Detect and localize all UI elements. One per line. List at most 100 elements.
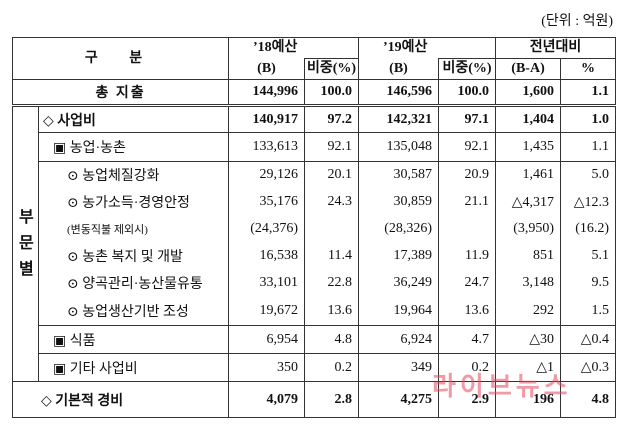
row-label: ⊙ 농촌 복지 및 개발 [37,242,230,270]
value-cell: 1.1 [560,79,617,107]
value-cell: 35,176 [228,188,306,216]
value-cell: 92.1 [304,132,360,162]
value-cell: 1.0 [560,105,617,133]
row-label: ◇ 기본적 경비 [11,381,230,418]
row-label: ⊙ 농가소득·경영안정 [37,188,230,216]
value-cell: 196 [495,381,562,418]
value-cell: 100.0 [304,79,360,107]
value-cell: 4.8 [560,381,617,418]
row-label: ⊙ 농업생산기반 조성 [37,296,230,326]
value-cell: 20.1 [304,161,360,189]
budget-table: 구 분 ’18예산 ’19예산 전년대비 (B) 비중(%) (B) 비중(%)… [11,37,617,418]
value-cell: (28,326) [358,215,440,243]
header-cell: 구 분 [11,37,230,80]
value-cell: 144,996 [228,79,306,107]
header-cell: (B) [228,58,306,80]
table-row: 부문별 ◇ 사업비 140,917 97.2 142,321 97.1 1,404 1.0 [12,105,617,382]
value-cell [304,215,360,243]
value-cell: 6,954 [228,325,306,354]
row-label: (변동직불 제외시) [37,215,230,243]
value-cell: 292 [495,296,562,326]
value-cell: 24.7 [438,269,497,297]
value-cell: 349 [358,353,440,382]
value-cell: 36,249 [358,269,440,297]
table-row: ▣ 농업·농촌 133,613 92.1 135,048 92.1 1,435 1.1 [13,132,617,162]
value-cell: 1,461 [495,161,562,189]
value-cell: 100.0 [438,79,497,107]
value-cell: 97.2 [304,105,360,133]
header-cell: ’19예산 [358,37,497,59]
watermark: 라이브뉴스 [432,372,572,402]
row-label: ▣ 기타 사업비 [37,353,230,382]
value-cell: 92.1 [438,132,497,162]
value-cell: 4.8 [304,325,360,354]
value-cell: (16.2) [560,215,617,243]
value-cell: 146,596 [358,79,440,107]
table-row: ◇ 기본적 경비 4,079 2.8 4,275 2.9 196 4.8 [11,381,617,418]
value-cell: 16,538 [228,242,306,270]
table-row: 총 지출 144,996 100.0 146,596 100.0 1,600 1.1 [11,79,617,107]
value-cell: 4.7 [438,325,497,354]
value-cell: △12.3 [560,188,617,216]
table-row: ⊙ 농업체질강화 29,126 20.1 30,587 20.9 1,461 5.0 [13,161,617,189]
value-cell: △30 [495,325,562,354]
row-label: ◇ 사업비 [37,105,230,133]
row-label: ▣ 농업·농촌 [37,132,230,162]
side-label: 부문별 [12,105,39,382]
header-cell: % [560,58,617,80]
value-cell: 2.8 [304,381,360,418]
value-cell: 30,859 [358,188,440,216]
value-cell: 1.5 [560,296,617,326]
value-cell: 29,126 [228,161,306,189]
value-cell: 13.6 [438,296,497,326]
value-cell: 30,587 [358,161,440,189]
value-cell: △0.4 [560,325,617,354]
header-cell: (B-A) [495,58,562,80]
value-cell [438,215,497,243]
table-row: ⊙ 농가소득·경영안정 35,176 24.3 30,859 21.1 △4,317 △12… [13,188,617,216]
table-row: ⊙ 양곡관리·농산물유통 33,101 22.8 36,249 24.7 3,148 9.5 [13,269,617,297]
value-cell: 1,404 [495,105,562,133]
value-cell: 142,321 [358,105,440,133]
value-cell: 5.1 [560,242,617,270]
value-cell: 19,672 [228,296,306,326]
table-row: (변동직불 제외시) (24,376) (28,326) (3,950) (16.2) [13,215,617,243]
value-cell: 9.5 [560,269,617,297]
value-cell: 11.4 [304,242,360,270]
value-cell: 33,101 [228,269,306,297]
value-cell: 133,613 [228,132,306,162]
value-cell: 20.9 [438,161,497,189]
header-cell: 비중(%) [438,58,497,80]
header-cell: (B) [358,58,440,80]
value-cell: 11.9 [438,242,497,270]
row-label: ▣ 식품 [37,325,230,354]
value-cell: 17,389 [358,242,440,270]
header-cell: 전년대비 [495,37,617,59]
value-cell: 6,924 [358,325,440,354]
value-cell: 350 [228,353,306,382]
value-cell: 135,048 [358,132,440,162]
value-cell: 140,917 [228,105,306,133]
table-row: ⊙ 농업생산기반 조성 19,672 13.6 19,964 13.6 292 1.5 [13,296,617,326]
value-cell: 24.3 [304,188,360,216]
value-cell: 5.0 [560,161,617,189]
value-cell: 851 [495,242,562,270]
value-cell: 21.1 [438,188,497,216]
value-cell: 19,964 [358,296,440,326]
value-cell: 97.1 [438,105,497,133]
value-cell: 1,600 [495,79,562,107]
value-cell: △4,317 [495,188,562,216]
row-label: ⊙ 농업체질강화 [37,161,230,189]
row-label: 총 지출 [11,79,230,107]
value-cell: (3,950) [495,215,562,243]
value-cell: 3,148 [495,269,562,297]
value-cell: 1,435 [495,132,562,162]
value-cell: 4,275 [358,381,440,418]
value-cell: △0.3 [560,353,617,382]
value-cell: 13.6 [304,296,360,326]
value-cell: 1.1 [560,132,617,162]
table-body: 총 지출 144,996 100.0 146,596 100.0 1,600 1.1 부문별 ◇… [11,79,617,418]
header-cell: ’18예산 [228,37,360,59]
unit-label: (단위 : 억원) [541,14,613,29]
